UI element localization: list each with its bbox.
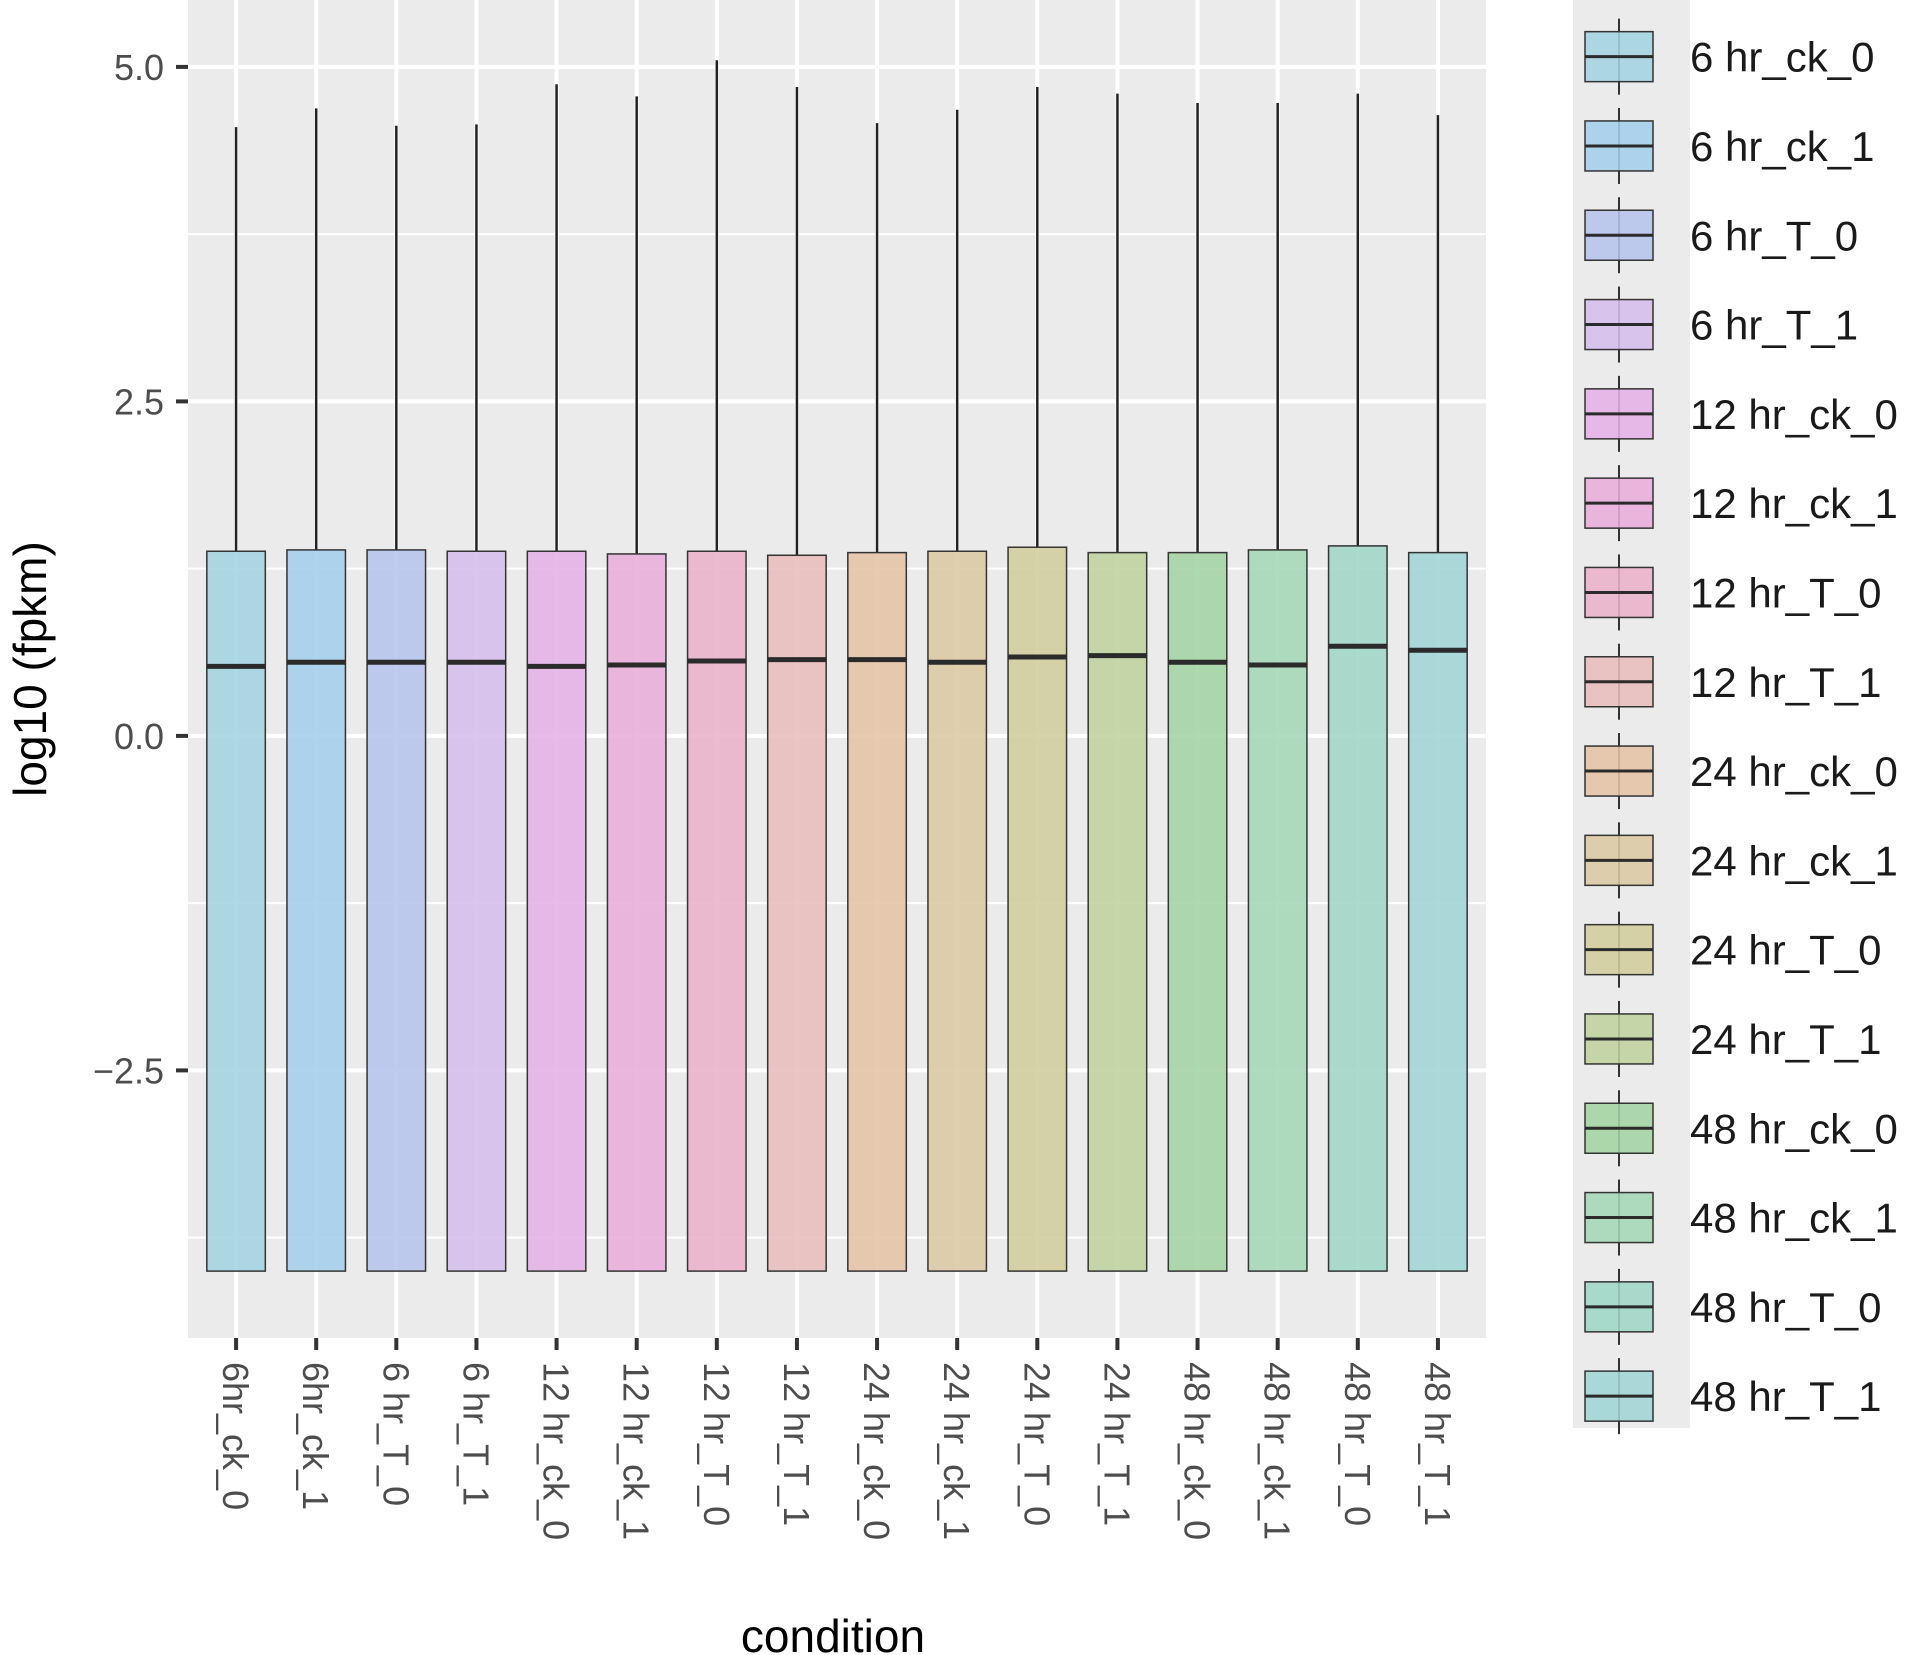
legend-label: 12 hr_T_0	[1690, 569, 1881, 616]
boxes	[206, 60, 1468, 1272]
box-body	[1407, 551, 1468, 1272]
box-body	[366, 549, 427, 1272]
box-group	[927, 109, 988, 1272]
box-group	[1087, 93, 1148, 1272]
box-body	[1327, 545, 1388, 1272]
box-body	[927, 550, 988, 1272]
y-tick-label: 0.0	[114, 716, 164, 757]
y-tick-label: 2.5	[114, 381, 164, 422]
box-body	[286, 549, 347, 1272]
box-group	[606, 96, 667, 1272]
legend-item: 48 hr_ck_1	[1584, 1179, 1898, 1256]
box-group	[366, 125, 427, 1272]
x-tick-label: 6hr_ck_1	[295, 1362, 336, 1510]
legend-item: 12 hr_ck_1	[1584, 465, 1898, 542]
legend-item: 12 hr_T_1	[1584, 643, 1881, 720]
box-body	[446, 550, 507, 1272]
box-group	[446, 124, 507, 1272]
x-tick-label: 48 hr_ck_0	[1177, 1362, 1218, 1540]
legend-label: 6 hr_ck_0	[1690, 34, 1874, 81]
legend-item: 6 hr_ck_1	[1584, 107, 1874, 184]
y-tick-label: 5.0	[114, 47, 164, 88]
box-group	[1007, 86, 1068, 1272]
box-group	[766, 86, 827, 1272]
legend-label: 48 hr_T_0	[1690, 1284, 1881, 1331]
x-tick-label: 48 hr_ck_1	[1257, 1362, 1298, 1540]
legend-item: 48 hr_T_0	[1584, 1268, 1881, 1345]
x-tick-label: 12 hr_ck_0	[536, 1362, 577, 1540]
box-group	[206, 127, 267, 1272]
box-group	[526, 84, 587, 1272]
box-body	[1087, 551, 1148, 1272]
legend-item: 12 hr_T_0	[1584, 554, 1881, 631]
legend-label: 24 hr_T_1	[1690, 1016, 1881, 1063]
legend-item: 6 hr_T_1	[1584, 286, 1858, 363]
legend-item: 48 hr_T_1	[1584, 1358, 1881, 1435]
legend-label: 48 hr_T_1	[1690, 1373, 1881, 1420]
box-body	[1167, 551, 1228, 1272]
y-axis-title: log10 (fpkm)	[4, 541, 56, 797]
legend-item: 12 hr_ck_0	[1584, 375, 1898, 452]
box-group	[286, 108, 347, 1272]
legend-label: 6 hr_T_1	[1690, 302, 1858, 349]
y-axis: 5.0 2.5 0.0 −2.5	[93, 47, 188, 1091]
x-tick-label: 12 hr_T_1	[776, 1362, 817, 1526]
legend-label: 24 hr_ck_0	[1690, 748, 1898, 795]
legend-item: 24 hr_T_1	[1584, 1000, 1881, 1077]
legend-label: 6 hr_T_0	[1690, 212, 1858, 259]
x-tick-label: 6hr_ck_0	[215, 1362, 256, 1510]
box-body	[1247, 549, 1308, 1272]
box-group	[1327, 93, 1388, 1272]
box-group	[1247, 103, 1308, 1272]
x-tick-label: 24 hr_T_1	[1096, 1362, 1137, 1526]
x-tick-label: 48 hr_T_1	[1417, 1362, 1458, 1526]
legend-label: 12 hr_T_1	[1690, 659, 1881, 706]
legend-item: 24 hr_ck_0	[1584, 733, 1898, 810]
legend-item: 6 hr_T_0	[1584, 197, 1858, 274]
box-body	[847, 551, 908, 1272]
legend-label: 24 hr_ck_1	[1690, 837, 1898, 884]
box-body	[206, 550, 267, 1272]
legend-item: 24 hr_T_0	[1584, 911, 1881, 988]
box-group	[847, 123, 908, 1272]
x-tick-label: 24 hr_ck_0	[856, 1362, 897, 1540]
x-tick-label: 12 hr_ck_1	[616, 1362, 657, 1540]
legend-label: 6 hr_ck_1	[1690, 123, 1874, 170]
box-body	[766, 554, 827, 1272]
legend-label: 48 hr_ck_0	[1690, 1105, 1898, 1152]
legend-label: 12 hr_ck_0	[1690, 391, 1898, 438]
box-body	[606, 553, 667, 1272]
x-tick-label: 12 hr_T_0	[696, 1362, 737, 1526]
legend-label: 12 hr_ck_1	[1690, 480, 1898, 527]
x-tick-label: 6 hr_T_1	[455, 1362, 496, 1506]
box-body	[686, 550, 747, 1272]
box-group	[1407, 115, 1468, 1272]
x-axis: 6hr_ck_0 6hr_ck_1 6 hr_T_0 6 hr_T_1 12 hr_ck…	[215, 1338, 1458, 1540]
box-group	[686, 60, 747, 1272]
y-tick-label: −2.5	[93, 1050, 164, 1091]
legend-label: 24 hr_T_0	[1690, 927, 1881, 974]
box-body	[526, 550, 587, 1272]
x-tick-label: 48 hr_T_0	[1337, 1362, 1378, 1526]
x-tick-label: 24 hr_T_0	[1016, 1362, 1057, 1526]
legend-item: 48 hr_ck_0	[1584, 1090, 1898, 1167]
legend-label: 48 hr_ck_1	[1690, 1195, 1898, 1242]
box-body	[1007, 546, 1068, 1272]
legend-item: 24 hr_ck_1	[1584, 822, 1898, 899]
x-tick-label: 6 hr_T_0	[375, 1362, 416, 1506]
legend: 6 hr_ck_0 6 hr_ck_1 6 hr_T_0 6 hr_T_1 12 hr_…	[1573, 0, 1898, 1435]
x-tick-label: 24 hr_ck_1	[936, 1362, 977, 1540]
box-group	[1167, 103, 1228, 1272]
legend-item: 6 hr_ck_0	[1584, 18, 1874, 95]
x-axis-title: condition	[741, 1610, 925, 1655]
